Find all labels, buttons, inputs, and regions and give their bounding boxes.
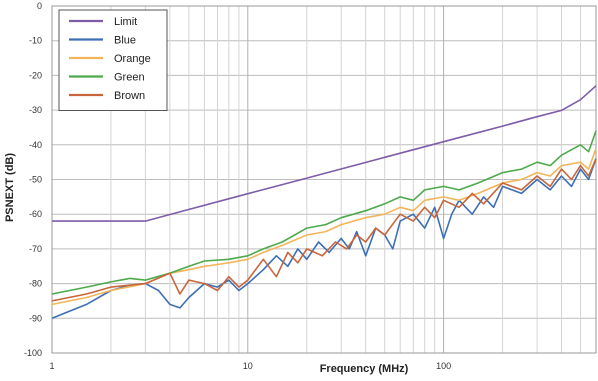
y-tick-label: -20 <box>29 70 42 80</box>
y-tick-label: -80 <box>29 279 42 289</box>
y-tick-label: -90 <box>29 313 42 323</box>
y-tick-label: -10 <box>29 36 42 46</box>
x-tick-label: 1 <box>49 361 54 371</box>
y-tick-label: -60 <box>29 209 42 219</box>
x-axis-title: Frequency (MHz) <box>320 363 409 375</box>
y-tick-label: -50 <box>29 175 42 185</box>
series-line-green <box>51 130 597 295</box>
series-line-orange <box>51 148 597 306</box>
y-tick-label: -70 <box>29 244 42 254</box>
series-lines <box>51 85 597 320</box>
x-tick-label: 100 <box>436 361 451 371</box>
y-tick-label: 0 <box>37 1 42 11</box>
y-axis-title: PSNEXT (dB) <box>4 153 16 222</box>
y-tick-label: -100 <box>24 348 42 358</box>
legend-label: Blue <box>114 35 136 47</box>
legend-label: Brown <box>114 90 145 102</box>
legend: Limit Blue Orange Green Brown <box>58 9 168 111</box>
y-tick-label: -30 <box>29 105 42 115</box>
legend-label: Orange <box>114 53 151 65</box>
series-line-brown <box>51 158 597 302</box>
plot-frame <box>51 5 597 354</box>
legend-label: Limit <box>114 16 137 28</box>
y-tick-label: -40 <box>29 140 42 150</box>
legend-label: Green <box>114 72 145 84</box>
series-line-limit <box>52 85 597 222</box>
x-tick-label: 10 <box>243 361 253 371</box>
series-line-blue <box>51 158 597 320</box>
tick-labels: 0 -10 -20 -30 -40 -50 -60 -70 -80 -90 -100 1 10 100 <box>24 1 451 371</box>
legend-box <box>58 9 168 111</box>
